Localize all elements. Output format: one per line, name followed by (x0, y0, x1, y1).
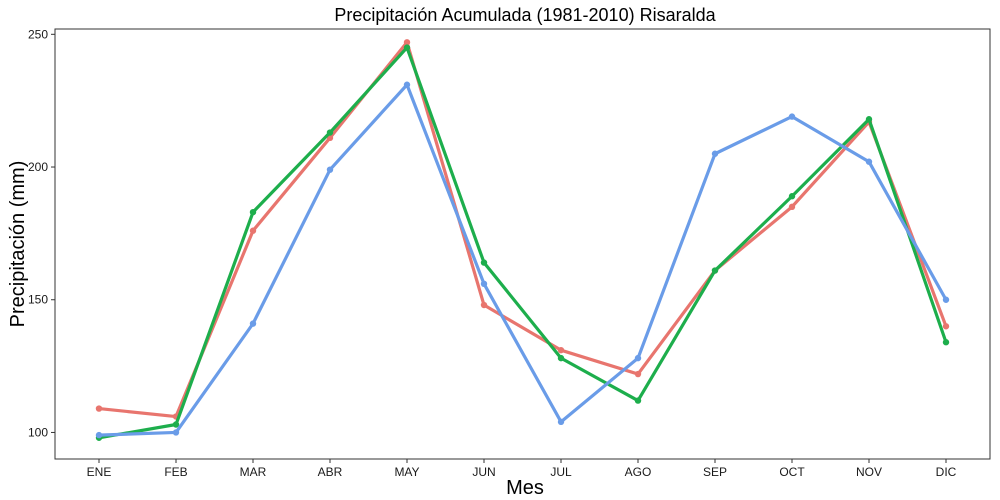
series-2-point (326, 129, 334, 136)
series-1-point (403, 39, 411, 46)
plot-border (54, 28, 991, 460)
series-2-point (942, 339, 950, 346)
series-3 (95, 81, 950, 439)
y-axis: 100 150 200 250 (28, 27, 55, 439)
series-3-point (557, 418, 565, 426)
plot-area (54, 28, 991, 460)
series-2-point (634, 397, 642, 404)
x-tick-label: NOV (856, 465, 882, 479)
series-3-point (95, 431, 103, 439)
x-axis-title: Mes (506, 477, 544, 499)
series-2-point (403, 44, 411, 51)
series-1-point (95, 405, 103, 412)
x-tick-label: ABR (318, 465, 343, 479)
series-layer (95, 39, 950, 441)
series-1-point (557, 346, 565, 354)
series-2-point (480, 259, 488, 266)
series-1-point (249, 227, 257, 234)
x-tick-label: AGO (625, 465, 652, 479)
x-tick-label: MAY (394, 465, 419, 479)
series-1-point (788, 203, 796, 211)
series-3-point (480, 280, 488, 288)
series-3-point (172, 429, 180, 436)
x-tick-label: OCT (779, 465, 805, 479)
series-1-line (97, 40, 948, 419)
series-2-point (865, 116, 873, 123)
series-3-point (788, 113, 796, 120)
series-3-point (942, 296, 950, 303)
series-2-point (788, 193, 796, 200)
y-tick-label: 200 (28, 160, 48, 174)
x-tick-label: FEB (164, 465, 187, 479)
series-2-point (711, 267, 719, 274)
series-1-point (942, 323, 950, 330)
series-2-point (249, 208, 257, 216)
y-tick-label: 250 (28, 27, 48, 41)
series-2-point (172, 421, 180, 428)
y-axis-title: Precipitación (mm) (7, 161, 29, 328)
x-tick-label: MAR (240, 465, 267, 479)
y-tick-label: 100 (28, 425, 48, 439)
series-2-point (557, 354, 565, 362)
x-tick-label: SEP (703, 465, 727, 479)
series-3-point (711, 150, 719, 157)
series-1-point (634, 370, 642, 378)
x-tick-label: DIC (936, 465, 957, 479)
series-3-point (865, 158, 873, 165)
series-3-point (403, 81, 411, 88)
series-3-line (97, 83, 948, 437)
series-2-line (97, 45, 948, 440)
y-tick-label: 150 (28, 293, 48, 307)
chart-title: Precipitación Acumulada (1981-2010) Risa… (334, 5, 716, 25)
series-3-point (634, 354, 642, 362)
series-3-point (249, 320, 257, 327)
series-1-point (480, 301, 488, 309)
series-2 (95, 44, 950, 441)
x-tick-label: JUL (550, 465, 572, 479)
x-tick-label: JUN (472, 465, 495, 479)
x-tick-label: ENE (87, 465, 112, 479)
series-3-point (326, 166, 334, 173)
x-axis: ENE FEB MAR ABR MAY JUN JUL AGO SEP OCT NOV DIC (87, 459, 957, 479)
